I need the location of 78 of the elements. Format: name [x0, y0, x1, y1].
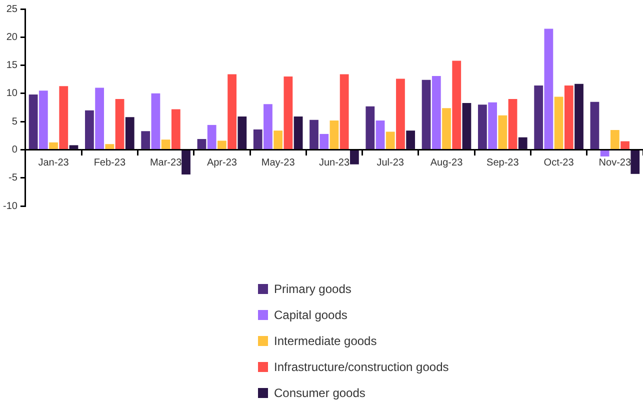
- y-tick-label: 20: [6, 32, 18, 43]
- bar: [28, 94, 38, 149]
- legend-label: Primary goods: [274, 282, 352, 296]
- bar: [366, 106, 375, 149]
- bar: [386, 132, 395, 149]
- bar: [488, 102, 497, 149]
- bar: [294, 116, 303, 149]
- bar: [508, 99, 518, 149]
- bar: [320, 134, 329, 149]
- bar: [350, 150, 359, 164]
- x-tick-label: Sep-23: [486, 157, 520, 168]
- bar: [376, 120, 385, 149]
- bar: [478, 104, 487, 149]
- bar: [274, 130, 283, 149]
- bar: [422, 80, 431, 149]
- legend-label: Intermediate goods: [274, 334, 377, 348]
- y-tick-label: -10: [3, 200, 18, 212]
- x-tick-label: Oct-23: [544, 157, 574, 168]
- bar: [310, 120, 318, 149]
- bar: [218, 140, 226, 149]
- bar: [600, 150, 610, 156]
- legend-label: Consumer goods: [274, 386, 366, 400]
- bar: [630, 150, 640, 174]
- x-tick-label: Jul-23: [376, 157, 404, 168]
- bar: [554, 96, 564, 149]
- bar: [141, 131, 150, 149]
- bar: [228, 74, 236, 149]
- bar: [462, 102, 472, 149]
- bar: [518, 137, 528, 149]
- legend-label: Capital goods: [274, 308, 348, 322]
- y-tick-label: 15: [6, 60, 18, 72]
- bar: [564, 86, 574, 149]
- y-tick-label: 25: [6, 4, 18, 15]
- bar: [544, 28, 554, 149]
- bar: [38, 90, 48, 149]
- x-tick-label: Jan-23: [38, 157, 70, 168]
- bar: [590, 102, 600, 149]
- bar: [452, 60, 462, 149]
- bar: [238, 116, 247, 149]
- bar: [95, 88, 104, 149]
- bar: [105, 144, 114, 149]
- bar: [125, 117, 134, 149]
- bar: [197, 139, 206, 149]
- x-tick-label: May-23: [261, 157, 296, 168]
- bar: [59, 86, 68, 149]
- x-tick-label: Jun-23: [318, 157, 350, 168]
- bar: [171, 109, 180, 149]
- y-tick-label: 5: [12, 116, 18, 128]
- bar: [620, 141, 630, 149]
- x-tick-label: Mar-23: [150, 157, 182, 168]
- bar: [115, 99, 124, 149]
- bar: [340, 74, 349, 149]
- bar: [253, 129, 262, 149]
- legend-label: Infrastructure/construction goods: [274, 360, 449, 374]
- x-tick-label: Aug-23: [430, 157, 464, 168]
- bar: [330, 120, 339, 149]
- bar: [396, 78, 405, 149]
- bar: [182, 150, 190, 174]
- bar: [151, 93, 160, 149]
- bar: [69, 145, 78, 149]
- x-tick-label: Apr-23: [206, 157, 238, 168]
- x-tick-label: Feb-23: [94, 157, 126, 168]
- bar: [264, 104, 272, 149]
- y-tick-label: 0: [12, 144, 18, 156]
- bar: [432, 76, 441, 149]
- bar: [207, 124, 216, 149]
- bar: [534, 86, 544, 149]
- bar: [49, 142, 58, 149]
- bar: [406, 130, 416, 149]
- bar: [85, 110, 94, 149]
- y-tick-label: 10: [6, 88, 18, 100]
- bar: [442, 108, 451, 149]
- bar: [574, 84, 584, 149]
- bar: [284, 76, 293, 149]
- y-tick-label: -5: [8, 172, 18, 184]
- bar: [161, 140, 170, 149]
- bar: [610, 130, 620, 149]
- bar: [498, 115, 508, 149]
